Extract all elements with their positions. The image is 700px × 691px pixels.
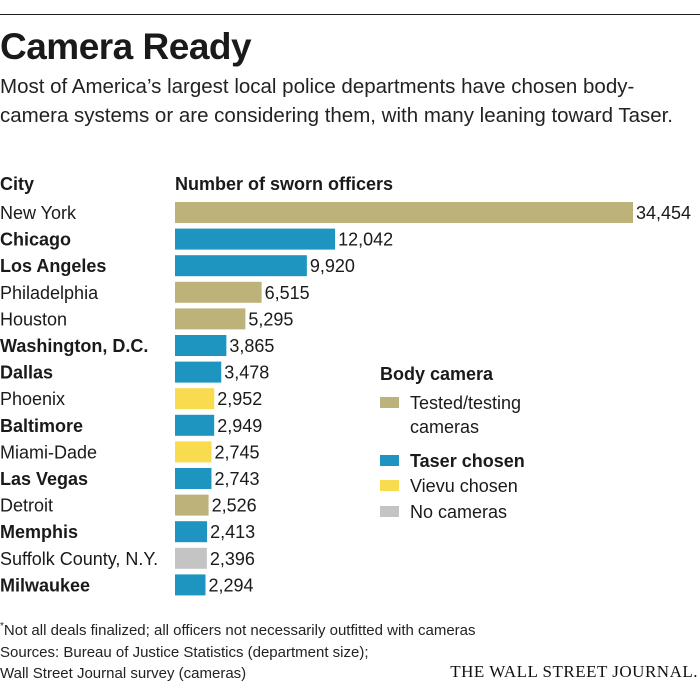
bar [175, 468, 212, 489]
chart-subtitle: Most of America’s largest local police d… [0, 75, 674, 127]
top-rule [0, 14, 700, 15]
bar [175, 335, 227, 356]
brand-logo-text: THE WALL STREET JOURNAL. [450, 662, 698, 681]
value-label: 2,952 [217, 389, 262, 409]
chart-title: Camera Ready [0, 26, 252, 67]
value-label: 9,920 [310, 256, 355, 276]
bar [175, 361, 222, 383]
value-label: 2,396 [210, 549, 255, 569]
category-label: Chicago [0, 230, 71, 250]
category-label: Philadelphia [0, 283, 99, 303]
value-label: 3,478 [224, 363, 269, 383]
legend-label: Tested/testing cameras [410, 393, 522, 437]
category-label: Washington, D.C. [0, 336, 148, 356]
category-label: Miami-Dade [0, 442, 97, 462]
bar [175, 414, 215, 436]
bar [175, 547, 207, 569]
bar [175, 255, 307, 277]
legend-swatch [380, 480, 399, 491]
value-label: 2,949 [217, 416, 262, 436]
bar [175, 441, 212, 463]
footnote-text: Not all deals finalized; all officers no… [3, 622, 476, 639]
bar-chart: New York 34,454 Chicago 12,042 Los Angeles 9,… [0, 202, 691, 596]
bar [175, 574, 206, 596]
value-label: 2,526 [212, 496, 257, 516]
value-label: 34,454 [636, 203, 691, 223]
category-label: Milwaukee [0, 575, 90, 595]
category-label: Houston [0, 309, 67, 329]
category-label: Suffolk County, N.Y. [0, 549, 158, 569]
value-label: 5,295 [248, 309, 293, 329]
sources-line-1: Sources: Bureau of Justice Statistics (d… [0, 644, 369, 661]
value-label: 2,745 [214, 442, 259, 462]
legend-title: Body camera [380, 364, 494, 384]
value-label: 2,743 [214, 469, 259, 489]
value-label: 2,294 [208, 575, 253, 595]
legend-label: No cameras [410, 502, 508, 522]
category-label: Dallas [0, 363, 53, 383]
footnote-note: *Not all deals finalized; all officers n… [0, 621, 476, 639]
officers-column-header: Number of sworn officers [175, 174, 394, 194]
legend-label: Vievu chosen [410, 476, 518, 496]
bar [175, 388, 215, 410]
category-label: Baltimore [0, 416, 83, 436]
value-label: 2,413 [210, 522, 255, 542]
category-label: Phoenix [0, 389, 65, 409]
category-label: Las Vegas [0, 469, 88, 489]
bar [175, 228, 336, 250]
bar [175, 281, 262, 303]
bar [175, 494, 209, 516]
city-column-header: City [0, 174, 35, 194]
bar [175, 202, 633, 223]
footnote-asterisk: * [0, 621, 4, 632]
value-label: 12,042 [338, 230, 393, 250]
value-label: 3,865 [229, 336, 274, 356]
bar [175, 521, 208, 543]
category-label: New York [0, 203, 77, 223]
legend-swatch [380, 397, 399, 408]
legend-label: Taser chosen [410, 451, 525, 471]
sources-line-2: Wall Street Journal survey (cameras) [0, 665, 247, 682]
legend-swatch [380, 506, 399, 517]
bar [175, 308, 246, 330]
category-label: Detroit [0, 496, 53, 516]
value-label: 6,515 [265, 283, 310, 303]
category-label: Memphis [0, 522, 78, 542]
legend-swatch [380, 455, 399, 466]
category-label: Los Angeles [0, 256, 106, 276]
